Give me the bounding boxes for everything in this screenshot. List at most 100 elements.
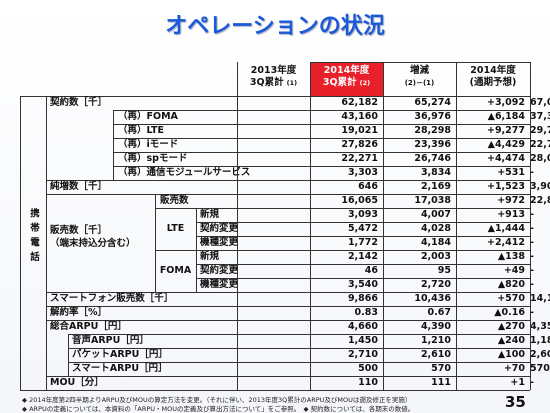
value-cell: 14,100 [530,293,550,304]
value-cell: 19,021 [341,125,378,136]
header-text: 2014年度 [470,65,516,76]
value-cell: +70 [503,363,525,374]
value-cell: 22,800 [530,195,550,206]
row-border [113,138,530,139]
header-text: 3Q累計 [322,77,357,88]
header-line: 3Q累計 (1) [237,77,310,89]
value-cell: +2,412 [486,237,525,248]
header-text: 3Q累計 [249,77,284,88]
slide-title: オペレーションの状況 [165,14,385,39]
value-cell: 5,472 [347,223,378,234]
value-cell: 26,746 [414,153,451,164]
value-cell: 646 [358,181,378,192]
value-cell: 16,065 [341,195,378,206]
row-border [113,152,530,153]
value-cell: 22,271 [341,153,378,164]
row-border [196,278,530,279]
row-border [196,236,530,237]
col-border [383,62,384,390]
header-cell: 2014年度 3Q累計 (2) [310,65,383,89]
row-label: 機種変更 [200,279,239,290]
header-line: (通期予想) [456,77,530,89]
value-cell: +49 [503,265,525,276]
sub-group-label: FOMA [159,265,192,276]
side-label: 携帯電話 [28,208,39,266]
value-cell: 4,350 [530,321,550,332]
value-cell: 3,900 [530,181,550,192]
col-border [310,62,311,390]
header-cell: 2013年度 3Q累計 (1) [237,65,310,89]
header-bg [310,62,383,96]
border-side [46,96,47,390]
row-label: 機種変更 [200,237,239,248]
value-cell: 62,182 [341,97,378,108]
row-border [46,194,530,195]
value-cell: 4,660 [347,321,378,332]
table-top [310,62,530,63]
value-cell: 111 [431,377,451,388]
value-cell: 1,180 [530,335,550,346]
row-label: （再）LTE [118,125,164,136]
row-border [155,208,530,209]
header-line: 3Q累計 (2) [310,77,383,89]
value-cell: +531 [497,167,525,178]
value-cell: 27,826 [341,139,378,150]
row-border [46,376,530,377]
value-cell: 28,000 [530,153,550,164]
value-cell: 17,038 [414,195,451,206]
row-label: MOU［分］ [50,377,104,388]
value-cell: +1,523 [486,181,525,192]
value-cell: 0.67 [427,307,451,318]
value-cell: 67,000 [530,97,550,108]
row-label: スマートARPU［円］ [72,363,168,374]
header-line: 2014年度 [456,65,530,77]
sub-group-label: LTE [166,223,185,234]
value-cell: 1,210 [420,335,451,346]
table-bottom [20,390,530,391]
value-cell: 4,184 [420,237,451,248]
group-border [113,110,114,180]
value-cell: +913 [497,209,525,220]
value-cell: 46 [364,265,378,276]
border-left [20,96,21,390]
sales-group-note: （端末持込分含む） [50,238,136,249]
row-label: （再）spモード [118,153,188,164]
value-cell: 36,976 [414,111,451,122]
row-border [20,96,530,97]
col-border [530,62,531,390]
row-label: 純増数［千］ [50,181,108,192]
value-cell: +570 [497,293,525,304]
group-border [155,194,156,292]
value-cell: 65,274 [414,97,451,108]
value-cell: +1 [510,377,525,388]
row-label: （再）FOMA [118,111,178,122]
header-text: 2014年度 [323,65,370,76]
row-border [113,124,530,125]
header-cell: 増減 (2)－(1) [383,65,456,89]
value-cell: 3,093 [347,209,378,220]
value-cell: +3,092 [486,97,525,108]
value-cell: ▲100 [497,349,525,360]
row-border [68,348,530,349]
row-label: 新規 [200,251,220,262]
value-cell: ▲240 [497,335,525,346]
value-cell: +972 [497,195,525,206]
value-cell: 3,540 [347,279,378,290]
value-cell: - [530,251,534,262]
row-border [46,306,530,307]
row-label: （再）通信モジュールサービス [118,167,251,178]
value-cell: 2,710 [347,349,378,360]
header-line: 2013年度 [237,65,310,77]
row-label: 契約変更 [200,265,239,276]
value-cell: ▲6,184 [487,111,525,122]
row-label: スマートフォン販売数［千］ [50,293,174,304]
value-cell: 4,390 [420,321,451,332]
row-label: 契約数［千］ [50,97,108,108]
value-cell: 2,720 [420,279,451,290]
value-cell: - [530,377,534,388]
footnote: ◆ ARPUの定義については、本資料の「ARPU・MOUの定義及び算出方法につい… [22,405,415,413]
value-cell: 23,396 [414,139,451,150]
row-border [46,180,530,181]
value-cell: - [530,237,534,248]
